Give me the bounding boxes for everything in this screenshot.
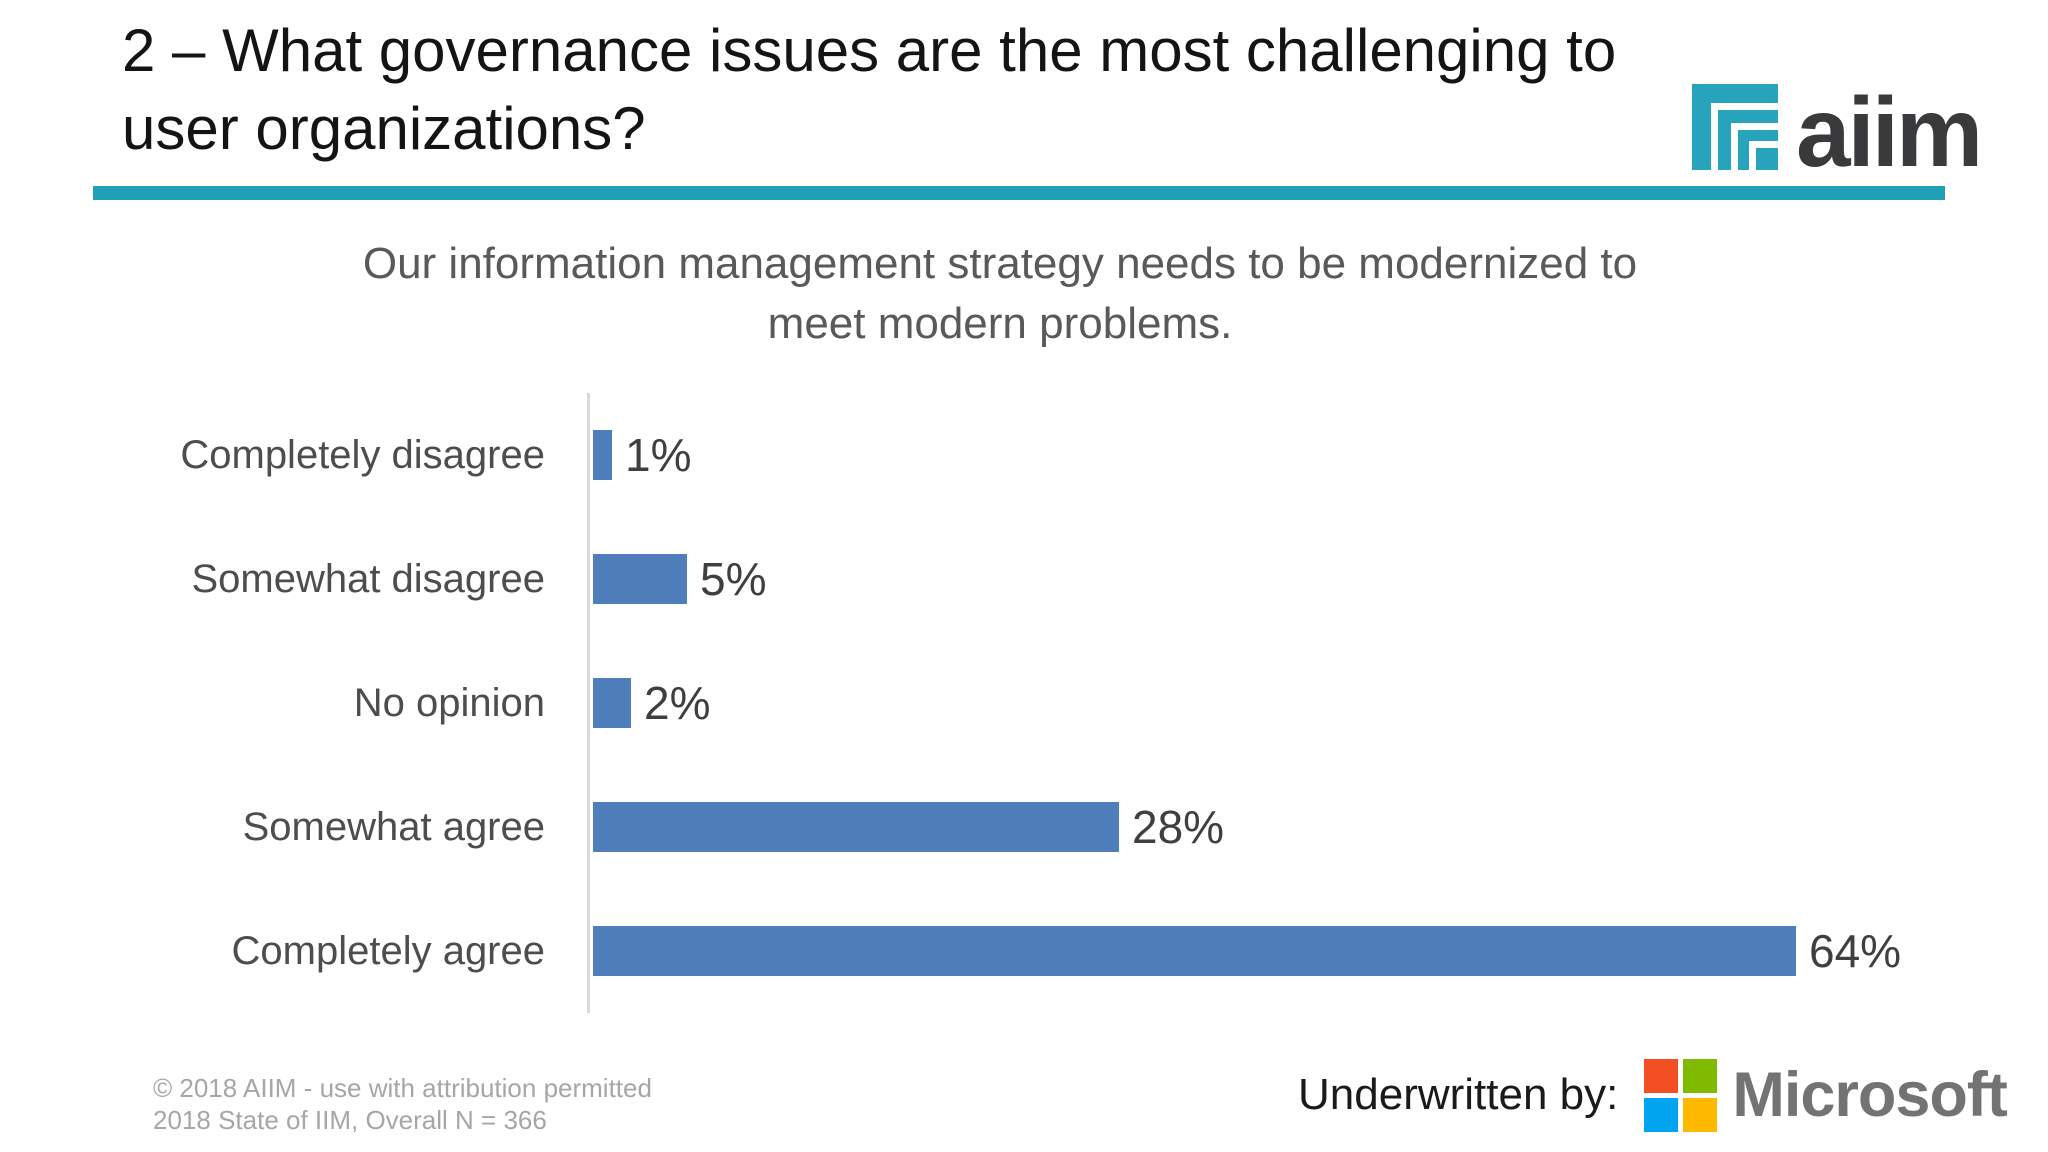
bar	[593, 430, 612, 480]
chart-row: Somewhat agree 28%	[120, 765, 1980, 889]
category-label: No opinion	[353, 680, 545, 725]
category-label: Somewhat agree	[242, 804, 545, 849]
bar-value-label: 28%	[1132, 801, 1225, 853]
microsoft-logo: Microsoft	[1644, 1058, 2008, 1132]
aiim-bracket-middle	[1718, 110, 1778, 170]
microsoft-logo-text: Microsoft	[1732, 1060, 2007, 1130]
category-label: Completely disagree	[180, 432, 545, 477]
chart-row: No opinion 2%	[120, 641, 1980, 765]
chart-title-line2: meet modern problems.	[767, 299, 1233, 348]
bar	[593, 678, 631, 728]
chart-rows: Completely disagree 1% Somewhat disagree 5%…	[120, 393, 1980, 1013]
aiim-logo: aiim	[1692, 76, 1983, 187]
bar-value-label: 2%	[644, 677, 711, 729]
title-divider	[93, 186, 1945, 200]
aiim-logo-text: aiim	[1796, 76, 1983, 187]
bar-zone: 1%	[590, 428, 1980, 482]
chart-row: Completely disagree 1%	[120, 393, 1980, 517]
chart-row: Somewhat disagree 5%	[120, 517, 1980, 641]
category-axis-line	[587, 393, 590, 1013]
underwritten-label: Underwritten by:	[1298, 1070, 1619, 1119]
bar	[593, 802, 1119, 852]
category-label: Completely agree	[231, 928, 546, 973]
bar	[593, 554, 687, 604]
microsoft-square-red	[1644, 1058, 1679, 1093]
page-title-line1: 2 – What governance issues are the most …	[122, 17, 1617, 84]
category-label: Somewhat disagree	[191, 556, 545, 601]
bar-zone: 64%	[590, 924, 1980, 978]
copyright-line2: 2018 State of IIM, Overall N = 366	[153, 1105, 547, 1135]
chart-title-line1: Our information management strategy need…	[362, 239, 1638, 288]
bar-value-label: 5%	[700, 553, 767, 605]
aiim-square	[1756, 148, 1778, 170]
microsoft-square-green	[1683, 1058, 1718, 1093]
aiim-bracket-inner	[1738, 130, 1778, 170]
copyright-line1: © 2018 AIIM - use with attribution permi…	[153, 1073, 652, 1103]
bar-chart: Completely disagree 1% Somewhat disagree 5%…	[120, 393, 1980, 1013]
page-title: 2 – What governance issues are the most …	[122, 12, 1702, 168]
bar-zone: 2%	[590, 676, 1980, 730]
bar-zone: 5%	[590, 552, 1980, 606]
microsoft-logo-icon	[1644, 1058, 1718, 1132]
bar-value-label: 64%	[1809, 925, 1902, 977]
microsoft-square-yellow	[1683, 1097, 1718, 1132]
bar-zone: 28%	[590, 800, 1980, 854]
aiim-logo-icon	[1692, 84, 1778, 170]
chart-row: Completely agree 64%	[120, 889, 1980, 1013]
chart-title: Our information management strategy need…	[300, 234, 1700, 354]
underwritten-by: Underwritten by: Microsoft	[1298, 1053, 2008, 1137]
bar-value-label: 1%	[625, 429, 692, 481]
copyright-note: © 2018 AIIM - use with attribution permi…	[153, 1072, 652, 1136]
aiim-bracket-outer	[1692, 84, 1778, 170]
bar	[593, 926, 1796, 976]
microsoft-square-blue	[1644, 1097, 1679, 1132]
page-title-line2: user organizations?	[122, 95, 646, 162]
